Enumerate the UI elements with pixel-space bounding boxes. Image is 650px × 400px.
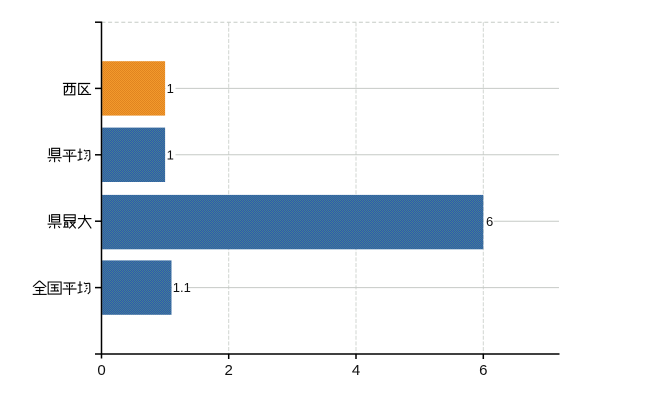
svg-text:4: 4 [352, 362, 360, 379]
svg-text:6: 6 [479, 362, 487, 379]
svg-text:1: 1 [167, 81, 174, 96]
svg-text:0: 0 [97, 362, 105, 379]
svg-text:2: 2 [225, 362, 233, 379]
svg-text:1.1: 1.1 [173, 280, 191, 295]
svg-text:1: 1 [167, 147, 174, 162]
svg-text:6: 6 [486, 214, 493, 229]
